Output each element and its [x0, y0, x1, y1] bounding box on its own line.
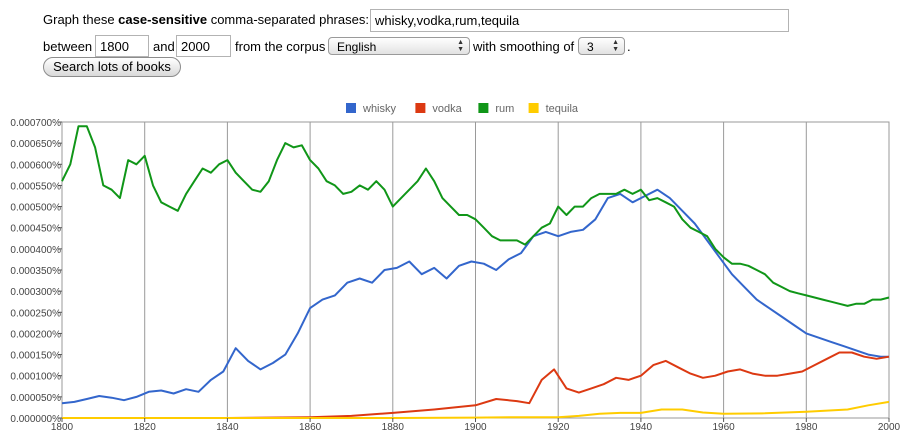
series-line-vodka	[62, 351, 890, 419]
series-line-whisky	[61, 188, 889, 405]
legend-label-tequila: tequila	[546, 103, 579, 115]
chart-grid	[144, 122, 807, 418]
y-tick-label: 0.000600%	[10, 160, 61, 171]
select-arrows-icon: ▲ ▼	[612, 39, 619, 53]
y-axis: 0.000000% 0.000050% 0.000100% 0.000150% 0.00…	[10, 118, 62, 425]
y-tick-label: 0.000700%	[10, 118, 61, 129]
prompt-bold: case-sensitive	[118, 12, 208, 27]
legend-swatch-vodka	[415, 103, 426, 113]
x-tick-label: 1900	[464, 422, 487, 433]
y-tick-label: 0.000550%	[10, 181, 61, 192]
corpus-select[interactable]: English ▲ ▼	[328, 37, 470, 55]
legend-swatch-rum	[478, 103, 489, 113]
search-button[interactable]: Search lots of books	[43, 57, 181, 77]
x-tick-label: 1960	[712, 422, 735, 433]
y-tick-label: 0.000400%	[10, 245, 61, 256]
y-tick-label: 0.000050%	[10, 393, 61, 404]
y-tick-label: 0.000150%	[10, 351, 61, 362]
x-tick-label: 1860	[299, 422, 322, 433]
series-line-rum	[61, 125, 890, 307]
select-arrows-icon: ▲ ▼	[457, 39, 464, 53]
x-tick-label: 1820	[134, 422, 157, 433]
corpus-value: English	[337, 40, 377, 54]
and-label: and	[153, 39, 175, 54]
series-line-tequila	[62, 400, 890, 419]
y-tick-label: 0.000100%	[10, 372, 61, 383]
end-year-input[interactable]	[176, 35, 231, 57]
y-tick-label: 0.000500%	[10, 203, 61, 214]
y-tick-label: 0.000000%	[10, 414, 61, 425]
y-tick-label: 0.000650%	[10, 139, 61, 150]
smoothing-value: 3	[587, 40, 594, 54]
x-axis: 1800 1820 1840 1860 1880 1900 1920 1940 1960 1980…	[51, 418, 901, 433]
legend-label-vodka: vodka	[432, 103, 462, 115]
x-tick-label: 1940	[630, 422, 653, 433]
chart-series	[61, 125, 890, 419]
x-tick-label: 2000	[878, 422, 901, 433]
trailing-period: .	[627, 39, 631, 54]
phrases-input[interactable]	[370, 9, 789, 32]
phrases-label: Graph these case-sensitive comma-separat…	[43, 12, 369, 27]
legend-label-whisky: whisky	[362, 103, 397, 115]
y-tick-label: 0.000200%	[10, 329, 61, 340]
y-tick-label: 0.000300%	[10, 287, 61, 298]
y-tick-label: 0.000350%	[10, 266, 61, 277]
x-tick-label: 1800	[51, 422, 74, 433]
corpus-label: from the corpus	[235, 39, 326, 54]
smoothing-label: with smoothing of	[473, 39, 575, 54]
prompt-prefix: Graph these	[43, 12, 115, 27]
prompt-suffix: comma-separated phrases:	[210, 12, 369, 27]
smoothing-select[interactable]: 3 ▲ ▼	[578, 37, 625, 55]
legend-label-rum: rum	[495, 103, 514, 115]
x-tick-label: 1980	[795, 422, 818, 433]
chart-legend: whisky vodka rum tequila	[346, 103, 579, 115]
between-label: between	[43, 39, 93, 54]
legend-swatch-tequila	[528, 103, 539, 113]
legend-swatch-whisky	[346, 103, 356, 113]
start-year-input[interactable]	[95, 35, 149, 57]
x-tick-label: 1920	[547, 422, 570, 433]
y-tick-label: 0.000250%	[10, 308, 61, 319]
x-tick-label: 1880	[382, 422, 405, 433]
x-tick-label: 1840	[216, 422, 239, 433]
y-tick-label: 0.000450%	[10, 224, 61, 235]
